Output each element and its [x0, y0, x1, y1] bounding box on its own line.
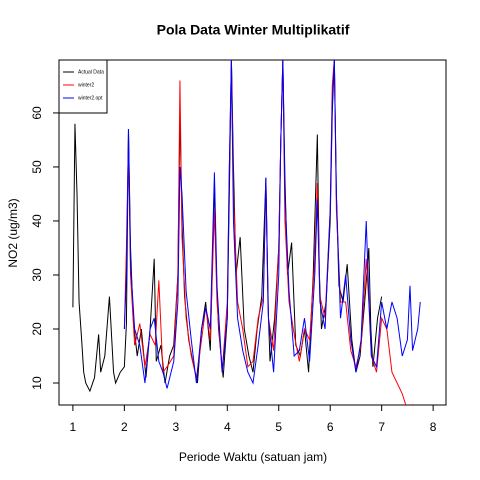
chart-title: Pola Data Winter Multiplikatif [157, 22, 350, 38]
legend-box [58, 59, 108, 114]
y-axis-label: NO2 (ug/m3) [6, 198, 20, 267]
y-tick-label: 60 [30, 106, 44, 120]
legend-label: winter2 [78, 82, 94, 88]
x-tick-label: 2 [121, 420, 128, 434]
x-tick-label: 4 [224, 420, 231, 434]
plot-box [58, 59, 447, 406]
plot-area [72, 60, 421, 405]
x-tick-label: 6 [327, 420, 334, 434]
legend-label: winter2.opt [78, 95, 103, 101]
x-tick-label: 1 [70, 420, 77, 434]
y-tick-label: 20 [30, 322, 44, 336]
series-line [123, 60, 421, 389]
y-tick-label: 30 [30, 268, 44, 282]
y-tick-label: 10 [30, 376, 44, 390]
x-tick-label: 7 [378, 420, 385, 434]
x-tick-label: 5 [275, 420, 282, 434]
y-tick-label: 50 [30, 160, 44, 174]
legend-label: Actual Data [78, 69, 104, 75]
x-tick-label: 3 [172, 420, 179, 434]
x-axis-label: Periode Waktu (satuan jam) [179, 450, 327, 464]
y-tick-label: 40 [30, 214, 44, 228]
x-tick-label: 8 [430, 420, 437, 434]
